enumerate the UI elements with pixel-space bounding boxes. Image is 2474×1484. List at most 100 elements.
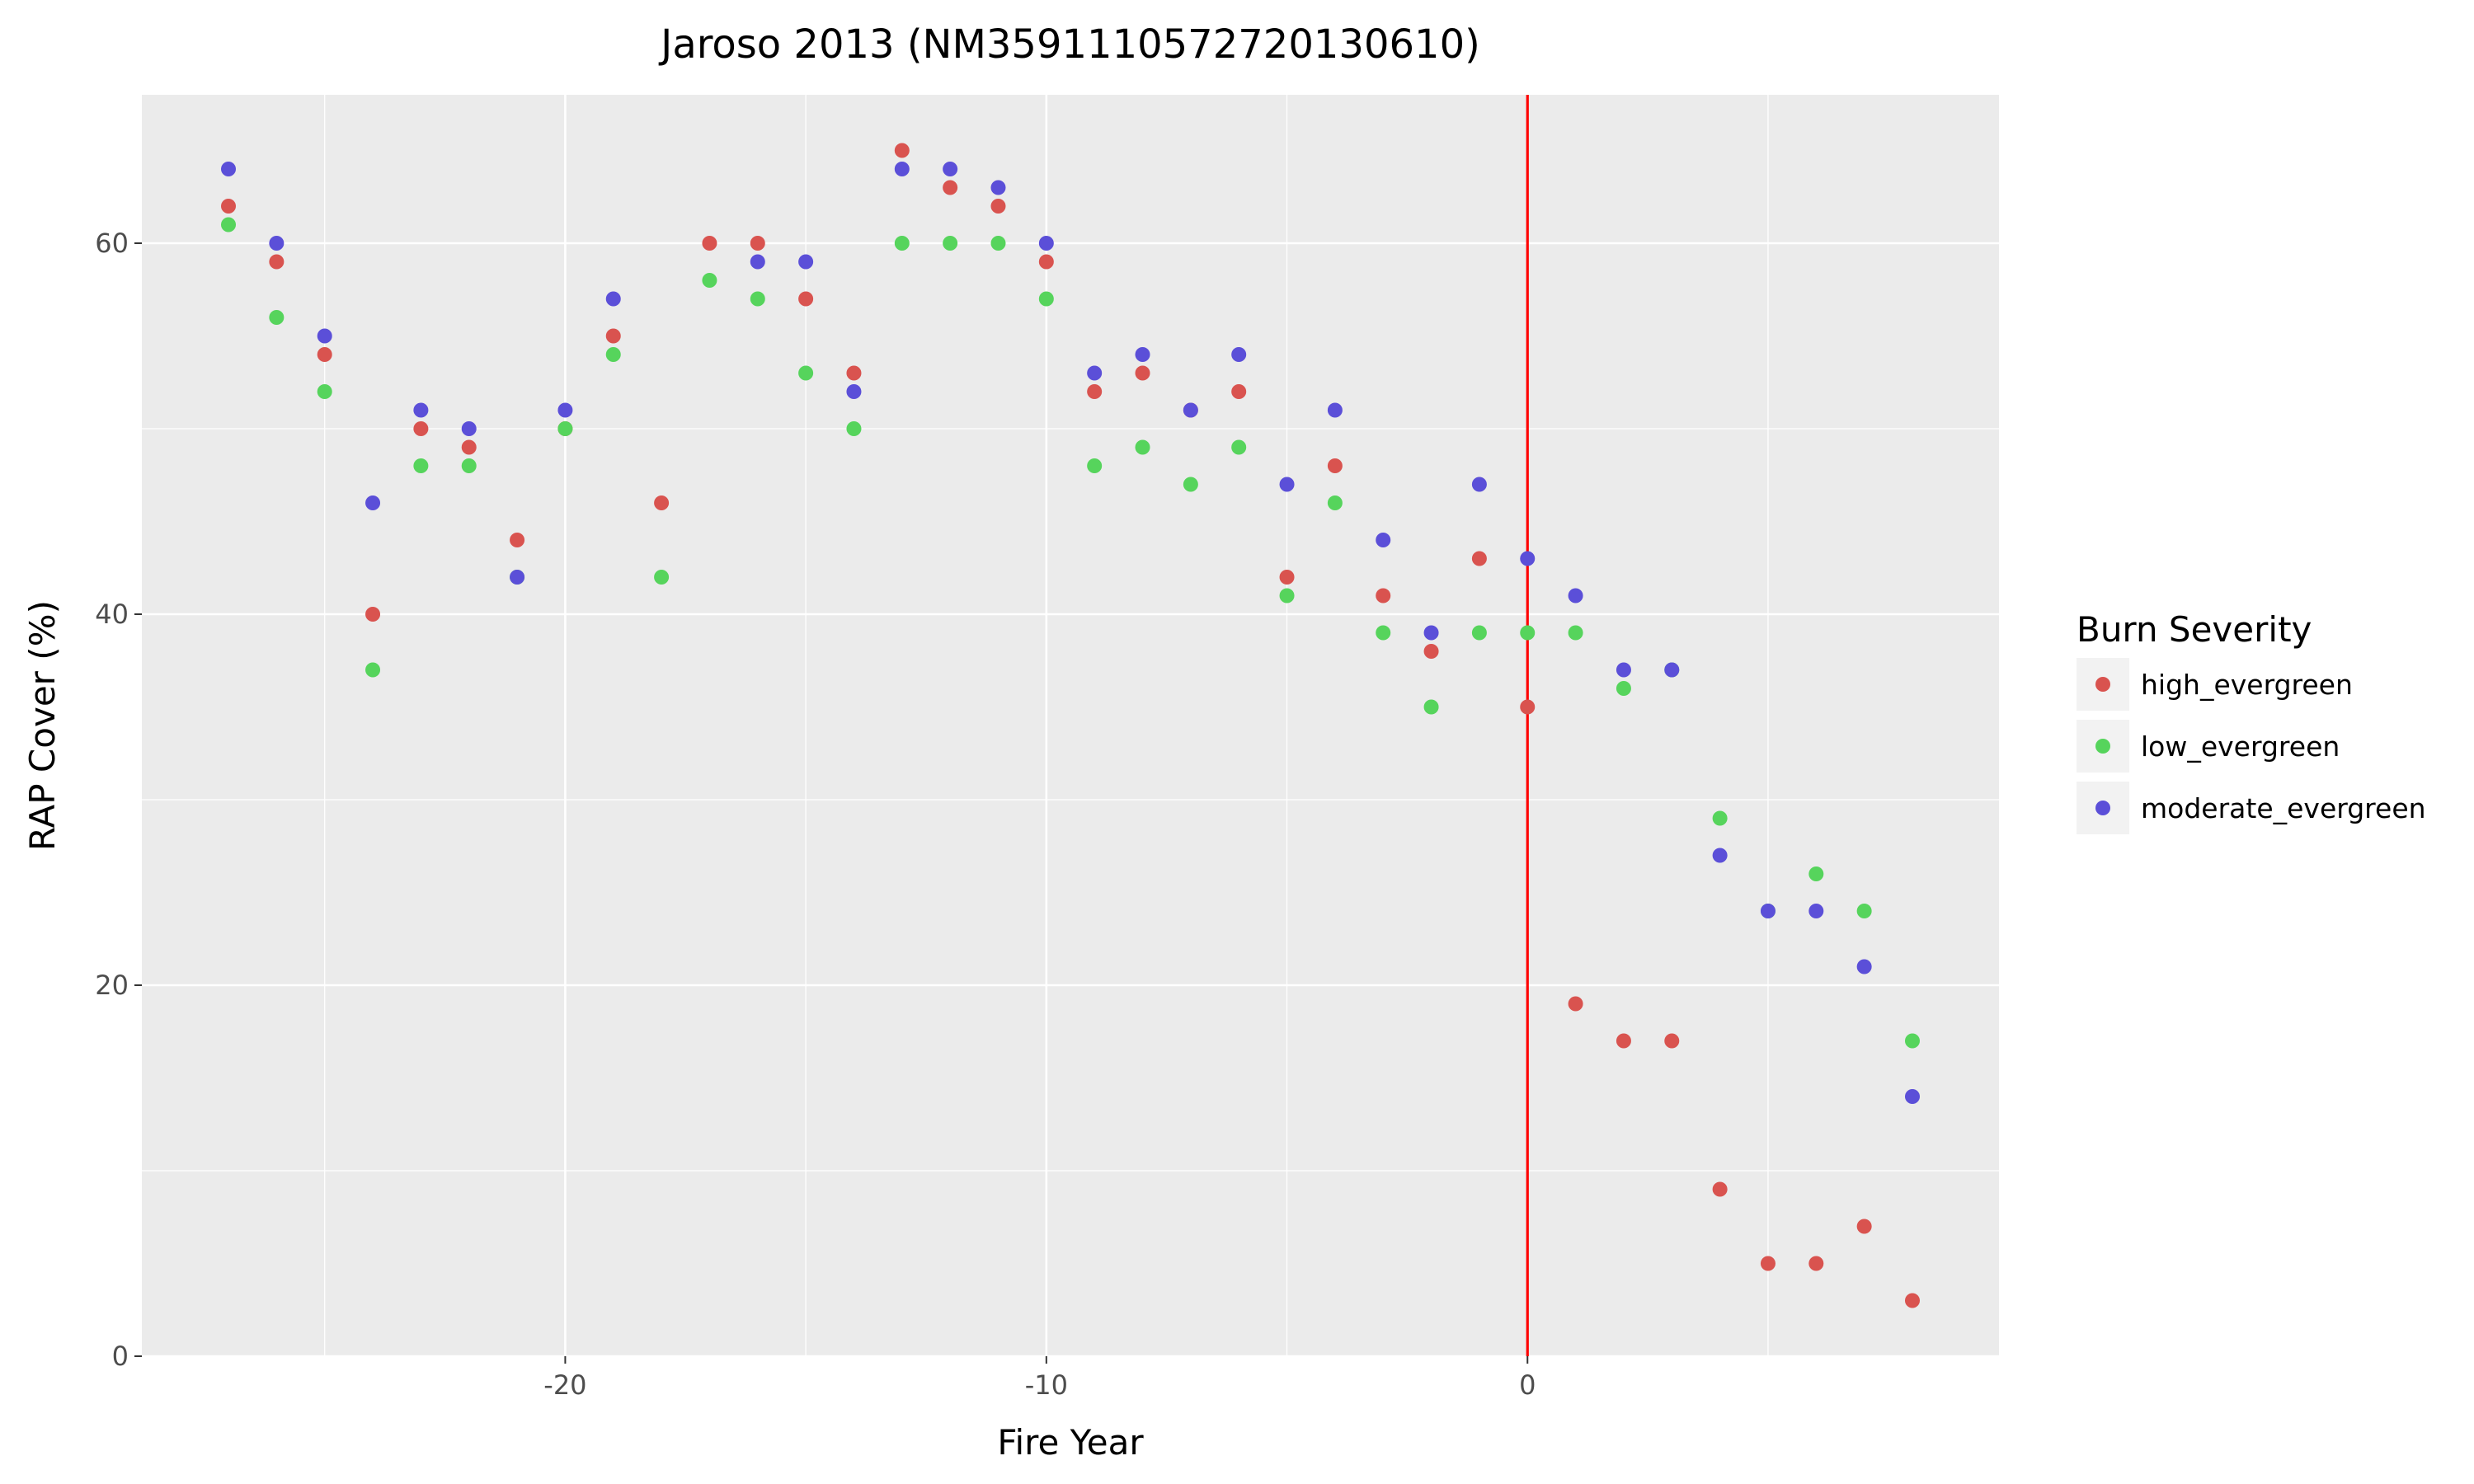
data-point <box>1183 402 1198 418</box>
data-point <box>1038 291 1054 307</box>
data-point <box>1808 904 1824 918</box>
data-point <box>317 347 332 362</box>
data-point <box>750 254 765 270</box>
data-point <box>1616 681 1631 696</box>
data-point <box>750 291 765 307</box>
data-point <box>1520 699 1536 715</box>
data-point <box>605 328 621 344</box>
data-point <box>1087 365 1103 381</box>
data-point <box>365 607 381 622</box>
data-point <box>1568 996 1583 1012</box>
x-tick-label: -10 <box>1025 1369 1068 1401</box>
data-point <box>1904 1293 1920 1308</box>
y-tick-label: 20 <box>95 970 129 1001</box>
data-point <box>1038 236 1054 251</box>
legend-marker <box>2095 677 2110 692</box>
data-point <box>1712 848 1728 863</box>
data-point <box>798 254 814 270</box>
data-point <box>1471 477 1487 492</box>
data-point <box>1568 588 1583 603</box>
data-point <box>1423 644 1439 659</box>
data-point <box>317 328 332 344</box>
data-point <box>702 273 717 288</box>
data-point <box>1087 458 1103 473</box>
data-point <box>1760 904 1776 918</box>
data-point <box>654 570 670 585</box>
axis-ticks: -20 -10 0 0 20 40 60 <box>95 228 1536 1401</box>
x-axis-title: Fire Year <box>997 1422 1144 1463</box>
data-point <box>1376 533 1391 547</box>
data-point <box>894 143 910 158</box>
data-point <box>269 254 285 270</box>
data-point <box>1231 384 1247 399</box>
data-point <box>1231 439 1247 455</box>
plot-panel <box>142 95 1999 1356</box>
data-point <box>413 421 429 436</box>
data-point <box>750 236 765 251</box>
y-axis-title: RAP Cover (%) <box>22 600 63 851</box>
x-tick-label: -20 <box>543 1369 586 1401</box>
data-point <box>461 439 477 455</box>
data-point <box>846 384 862 399</box>
data-point <box>943 180 958 195</box>
data-point <box>413 402 429 418</box>
data-point <box>702 236 717 251</box>
data-point <box>1904 1033 1920 1049</box>
data-point <box>1712 1181 1728 1197</box>
data-point <box>1808 866 1824 881</box>
data-point <box>990 199 1006 214</box>
y-tick-label: 60 <box>95 228 129 259</box>
data-point <box>461 421 477 436</box>
legend-label: high_evergreen <box>2141 669 2353 701</box>
data-point <box>1423 625 1439 641</box>
series-low_evergreen <box>221 217 1920 1049</box>
data-point <box>846 421 862 436</box>
data-point <box>365 495 381 510</box>
data-point <box>510 570 525 585</box>
legend-marker <box>2095 801 2110 815</box>
data-point <box>1471 625 1487 641</box>
legend: Burn Severity high_evergreen low_evergree… <box>2077 609 2426 834</box>
data-point <box>1520 625 1536 641</box>
data-point <box>1183 477 1198 492</box>
legend-title: Burn Severity <box>2077 609 2312 650</box>
data-point <box>1712 810 1728 826</box>
data-point <box>221 199 237 214</box>
data-point <box>1471 551 1487 566</box>
y-tick-label: 0 <box>112 1341 129 1372</box>
data-point <box>1664 662 1680 678</box>
data-point <box>990 180 1006 195</box>
series-moderate_evergreen <box>221 162 1920 1104</box>
data-point <box>1279 570 1295 585</box>
data-point <box>1568 625 1583 641</box>
data-point <box>1664 1033 1680 1049</box>
data-point <box>894 162 910 176</box>
data-point <box>461 458 477 473</box>
y-tick-label: 40 <box>95 599 129 630</box>
data-point <box>1327 458 1343 473</box>
legend-label: moderate_evergreen <box>2141 792 2426 824</box>
data-point <box>654 495 670 510</box>
data-point <box>221 217 237 232</box>
data-point <box>1856 959 1872 974</box>
series-high_evergreen <box>221 143 1920 1308</box>
data-point <box>269 236 285 251</box>
data-point <box>1038 254 1054 270</box>
data-point <box>1376 625 1391 641</box>
data-point <box>894 236 910 251</box>
data-point <box>510 533 525 547</box>
data-point <box>990 236 1006 251</box>
data-point <box>1520 551 1536 566</box>
data-point <box>1423 699 1439 715</box>
data-point <box>317 384 332 399</box>
chart-title: Jaroso 2013 (NM3591110572720130610) <box>658 21 1480 68</box>
data-points <box>221 143 1920 1308</box>
data-point <box>413 458 429 473</box>
data-point <box>1904 1089 1920 1104</box>
data-point <box>1135 439 1150 455</box>
legend-label: low_evergreen <box>2141 730 2340 763</box>
data-point <box>943 236 958 251</box>
x-tick-label: 0 <box>1519 1369 1536 1401</box>
data-point <box>846 365 862 381</box>
